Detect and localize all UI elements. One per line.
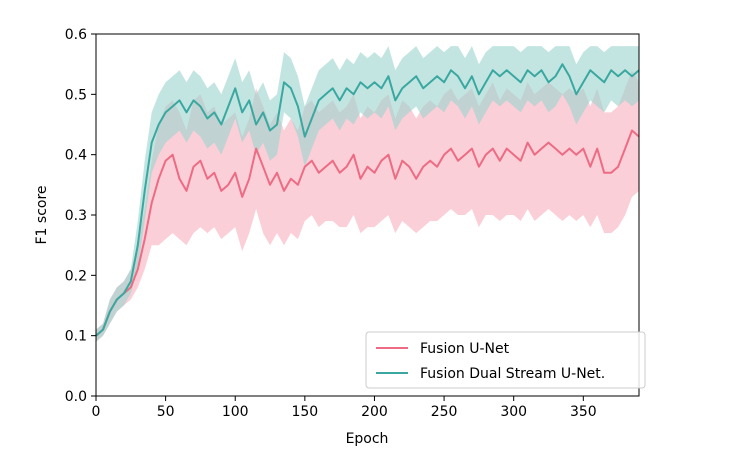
y-tick-label: 0.6 bbox=[65, 27, 87, 43]
band-fusion-dual-stream-u-net bbox=[96, 46, 639, 342]
x-tick-label: 300 bbox=[500, 404, 527, 420]
y-tick-label: 0.4 bbox=[65, 148, 87, 164]
y-tick-label: 0.1 bbox=[65, 329, 87, 345]
x-tick-label: 350 bbox=[570, 404, 597, 420]
legend: Fusion U-Net Fusion Dual Stream U-Net. bbox=[365, 331, 646, 389]
y-tick-label: 0.3 bbox=[65, 208, 87, 224]
x-tick-label: 100 bbox=[222, 404, 249, 420]
series-lines bbox=[95, 63, 640, 337]
x-axis: 0 50 100 150 200 250 300 350 bbox=[92, 396, 597, 420]
y-tick-label: 0.2 bbox=[65, 268, 87, 284]
x-axis-title: Epoch bbox=[346, 431, 389, 447]
legend-label-fusion-dual-stream-u-net: Fusion Dual Stream U-Net. bbox=[420, 366, 605, 382]
y-tick-label: 0.5 bbox=[65, 87, 87, 103]
y-axis-title: F1 score bbox=[34, 185, 50, 244]
band-fusion-u-net bbox=[96, 70, 639, 342]
x-tick-label: 0 bbox=[92, 404, 101, 420]
x-tick-label: 250 bbox=[431, 404, 458, 420]
x-tick-label: 150 bbox=[291, 404, 318, 420]
legend-label-fusion-u-net: Fusion U-Net bbox=[420, 341, 510, 357]
line-fusion-dual-stream-u-net bbox=[95, 63, 640, 337]
y-tick-label: 0.0 bbox=[65, 389, 87, 405]
y-axis: 0.0 0.1 0.2 0.3 0.4 0.5 0.6 bbox=[65, 27, 96, 405]
x-tick-label: 50 bbox=[157, 404, 175, 420]
line-fusion-u-net bbox=[95, 129, 640, 337]
legend-box bbox=[365, 331, 646, 389]
confidence-bands bbox=[96, 46, 639, 342]
x-tick-label: 200 bbox=[361, 404, 388, 420]
